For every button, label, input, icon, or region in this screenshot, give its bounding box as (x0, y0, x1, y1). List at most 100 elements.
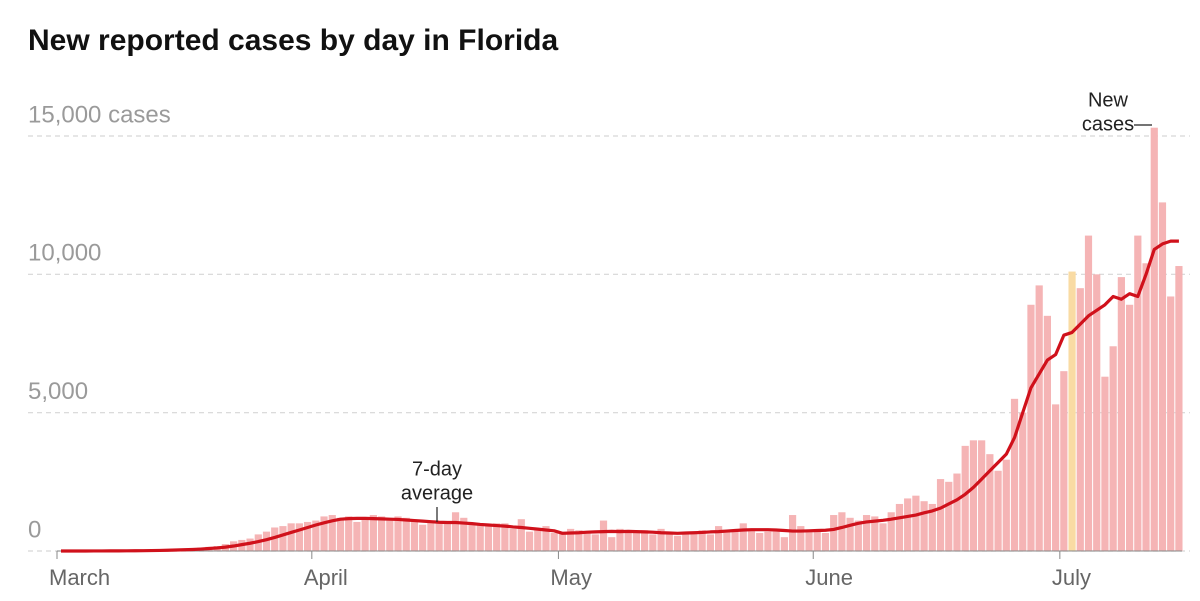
bar (1010, 398, 1019, 551)
bar (986, 454, 994, 551)
bar (369, 515, 377, 551)
y-tick-label: 5,000 (28, 378, 88, 405)
bar (879, 523, 887, 551)
bar (1084, 235, 1093, 551)
bar (1167, 296, 1175, 551)
bar (747, 528, 756, 551)
bar (353, 521, 361, 551)
bar (978, 440, 986, 551)
bar (1175, 266, 1183, 551)
bar (550, 533, 558, 551)
bar (567, 528, 575, 551)
bar (1134, 235, 1142, 551)
bar (936, 479, 945, 551)
bar (304, 521, 312, 551)
bar (739, 523, 747, 551)
bar (665, 531, 673, 551)
chart-title: New reported cases by day in Florida (28, 24, 558, 57)
bar (723, 531, 731, 551)
bar (501, 523, 509, 551)
bar (608, 537, 616, 551)
bar (435, 523, 443, 551)
bar (377, 516, 386, 551)
bar (312, 520, 320, 551)
bar (772, 531, 780, 551)
bar (1052, 404, 1060, 551)
average-line (61, 239, 1179, 553)
bar (871, 516, 879, 551)
bar (386, 520, 394, 551)
bar (673, 535, 682, 551)
bar (846, 517, 854, 551)
bar (649, 534, 657, 551)
bar (287, 523, 295, 551)
bar (616, 528, 624, 551)
bar (427, 520, 435, 551)
bar (345, 516, 353, 551)
annotation-text: cases (1082, 113, 1134, 135)
bar (1158, 202, 1167, 551)
bar (969, 440, 978, 551)
bar (838, 512, 846, 551)
bar (632, 533, 640, 551)
annotation-text: 7-day (412, 458, 462, 480)
x-tick-label: May (550, 565, 592, 590)
x-tick-label: July (1052, 565, 1091, 590)
bar (895, 503, 904, 551)
bar (476, 524, 484, 551)
bar (583, 533, 591, 551)
bar (780, 537, 788, 551)
bar (361, 517, 369, 551)
bar (797, 526, 805, 551)
bar (994, 470, 1002, 551)
bar (912, 495, 920, 551)
bar (1101, 376, 1109, 551)
annotation-text: average (401, 482, 473, 504)
bar (1093, 274, 1101, 551)
bar (484, 526, 493, 551)
bar (1126, 304, 1134, 551)
bar (591, 534, 599, 551)
bar (402, 517, 410, 551)
bar (336, 517, 345, 551)
bar (451, 512, 460, 551)
bar (1109, 346, 1117, 551)
bar (1068, 271, 1076, 551)
bar (1043, 315, 1051, 551)
bar (460, 517, 468, 551)
bar (813, 531, 821, 551)
bar (1150, 127, 1158, 551)
bar (534, 528, 542, 551)
x-tick-label: March (49, 565, 110, 590)
bar (517, 519, 525, 551)
bar (542, 526, 550, 551)
annotation-text: New (1088, 89, 1129, 111)
bar (1117, 277, 1125, 551)
bar (788, 515, 797, 551)
bar (920, 501, 928, 551)
bar (1002, 459, 1010, 551)
bar (320, 516, 328, 551)
bar (830, 515, 838, 551)
bar (805, 530, 813, 551)
bar (525, 531, 534, 551)
bar (961, 445, 969, 551)
bar (1076, 288, 1084, 551)
bar (328, 515, 336, 551)
bar (599, 520, 608, 551)
bar (821, 533, 830, 551)
bar (394, 516, 402, 551)
x-tick-label: April (304, 565, 348, 590)
bar (887, 512, 895, 551)
bar (575, 530, 583, 551)
bar (262, 531, 271, 551)
bar (706, 534, 714, 551)
bar (756, 533, 764, 551)
y-tick-label: 15,000 cases (28, 101, 171, 128)
bar (698, 530, 706, 551)
bar (1035, 285, 1043, 551)
bar (493, 523, 501, 551)
bar (419, 524, 427, 551)
bar (641, 530, 649, 551)
